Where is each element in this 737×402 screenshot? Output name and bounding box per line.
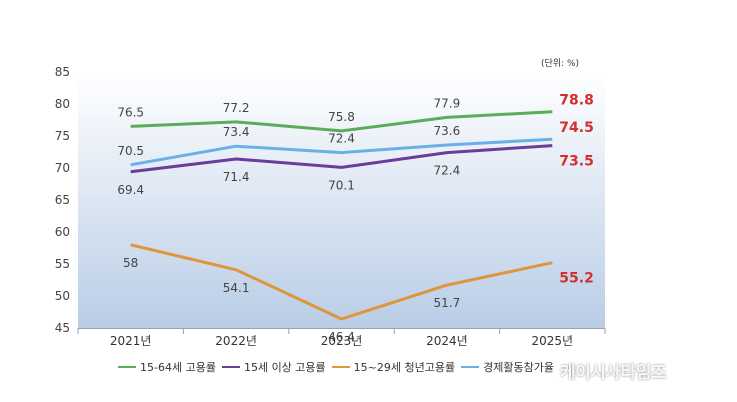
series-line — [130, 110, 553, 133]
y-tick-label: 60 — [55, 225, 70, 239]
y-tick-label: 85 — [55, 65, 70, 79]
legend-swatch — [461, 366, 480, 368]
data-label: 72.4 — [434, 164, 461, 178]
data-label: 73.5 — [559, 154, 594, 170]
legend-label: 경제활동참가율 — [483, 361, 554, 374]
data-label: 51.7 — [434, 296, 461, 310]
legend: 15-64세 고용률 15세 이상 고용률 15~29세 청년고용률 경제활동참가율 — [118, 359, 560, 375]
y-tick-label: 45 — [55, 321, 70, 335]
y-tick-label: 70 — [55, 161, 70, 175]
data-label: 58 — [123, 256, 138, 270]
y-tick-label: 50 — [55, 289, 70, 303]
data-label: 77.9 — [434, 96, 461, 110]
legend-swatch — [118, 366, 136, 368]
data-label: 73.6 — [434, 124, 461, 138]
series-line — [130, 243, 553, 321]
x-tick-label: 2021년 — [110, 334, 152, 348]
series-line — [130, 144, 553, 174]
series-line — [130, 137, 553, 167]
x-tick-label: 2023년 — [321, 334, 363, 348]
data-label: 72.4 — [328, 132, 355, 146]
legend-item: 15-64세 고용률 — [118, 359, 216, 375]
data-label: 74.5 — [559, 120, 594, 136]
legend-label: 15세 이상 고용률 — [243, 361, 326, 374]
watermark: 케이시사타임즈 — [560, 363, 666, 383]
data-label: 73.4 — [223, 125, 250, 139]
unit-label: (단위: %) — [541, 59, 580, 69]
legend-swatch — [331, 366, 350, 368]
data-label: 46.4 — [328, 330, 355, 344]
legend-swatch — [221, 366, 240, 368]
legend-label: 15-64세 고용률 — [140, 361, 216, 374]
y-tick-label: 55 — [55, 257, 70, 271]
data-label: 76.5 — [117, 105, 144, 119]
data-label: 70.5 — [117, 144, 144, 158]
y-tick-label: 80 — [55, 97, 70, 111]
legend-label: 15~29세 청년고용률 — [353, 361, 456, 374]
data-label: 54.1 — [223, 281, 250, 295]
data-label: 69.4 — [117, 183, 144, 197]
data-label: 78.8 — [559, 93, 594, 109]
x-tick-label: 2022년 — [215, 334, 257, 348]
legend-item: 15~29세 청년고용률 — [331, 359, 456, 375]
x-tick-label: 2024년 — [426, 334, 468, 348]
data-label: 75.8 — [328, 110, 355, 124]
data-label: 71.4 — [223, 170, 250, 184]
x-tick-label: 2025년 — [532, 334, 574, 348]
data-label: 70.1 — [328, 178, 355, 192]
legend-item: 15세 이상 고용률 — [221, 359, 326, 375]
y-tick-label: 65 — [55, 193, 70, 207]
legend-item: 경제활동참가율 — [461, 359, 554, 375]
data-label: 77.2 — [223, 101, 250, 115]
y-tick-label: 75 — [55, 129, 70, 143]
data-label: 55.2 — [559, 271, 594, 287]
